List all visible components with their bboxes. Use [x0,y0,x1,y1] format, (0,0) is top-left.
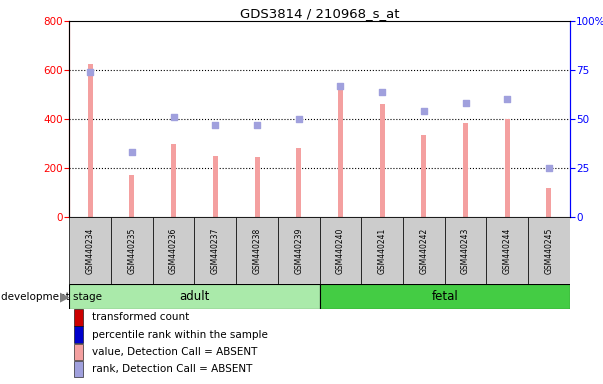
Text: GSM440238: GSM440238 [253,227,262,274]
Text: development stage: development stage [1,291,102,302]
Text: GSM440243: GSM440243 [461,227,470,274]
Bar [74,326,83,343]
Text: GSM440242: GSM440242 [419,227,428,274]
Text: GSM440239: GSM440239 [294,227,303,274]
Point [294,116,303,122]
Text: percentile rank within the sample: percentile rank within the sample [92,329,268,339]
Bar [87,64,93,217]
Bar [487,217,528,284]
Bar [69,284,320,309]
Bar [69,217,111,284]
Bar [254,157,259,217]
Text: ▶: ▶ [60,290,69,303]
Point [127,149,137,156]
Point [377,89,387,95]
Bar [421,135,426,217]
Title: GDS3814 / 210968_s_at: GDS3814 / 210968_s_at [240,7,399,20]
Text: value, Detection Call = ABSENT: value, Detection Call = ABSENT [92,347,257,357]
Point [544,165,554,171]
Bar [338,87,343,217]
Text: transformed count: transformed count [92,312,189,322]
Point [461,100,470,106]
Text: rank, Detection Call = ABSENT: rank, Detection Call = ABSENT [92,364,252,374]
Point [502,96,512,103]
Bar [74,309,83,326]
Bar [153,217,194,284]
Bar [505,119,510,217]
Bar [546,188,552,217]
Point [252,122,262,128]
Bar [320,284,570,309]
Bar [444,217,487,284]
Bar [403,217,444,284]
Point [210,122,220,128]
Text: GSM440241: GSM440241 [377,227,387,274]
Bar [74,361,83,377]
Bar [278,217,320,284]
Text: GSM440235: GSM440235 [127,227,136,274]
Text: fetal: fetal [431,290,458,303]
Text: GSM440244: GSM440244 [503,227,512,274]
Bar [380,104,385,217]
Text: GSM440240: GSM440240 [336,227,345,274]
Bar [194,217,236,284]
Bar [111,217,153,284]
Bar [528,217,570,284]
Point [419,108,429,114]
Text: adult: adult [179,290,210,303]
Bar [361,217,403,284]
Bar [74,344,83,360]
Bar [236,217,278,284]
Bar [213,156,218,217]
Text: GSM440234: GSM440234 [86,227,95,274]
Text: GSM440236: GSM440236 [169,227,178,274]
Text: GSM440237: GSM440237 [211,227,220,274]
Bar [296,149,302,217]
Bar [463,123,468,217]
Text: GSM440245: GSM440245 [545,227,554,274]
Point [169,114,178,120]
Point [86,69,95,75]
Bar [130,175,134,217]
Point [336,83,346,89]
Bar [320,217,361,284]
Bar [171,144,176,217]
